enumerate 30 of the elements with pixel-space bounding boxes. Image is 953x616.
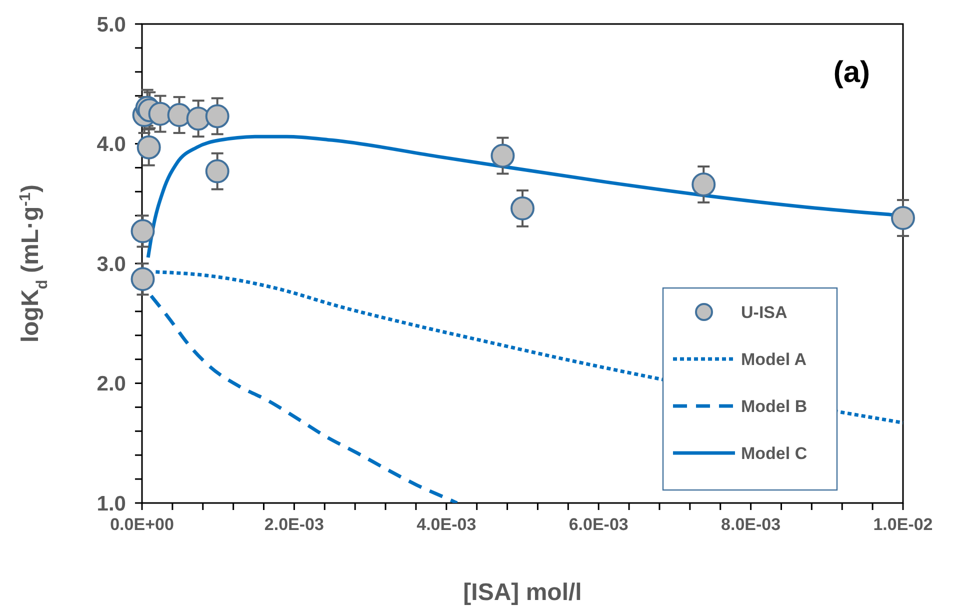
x-axis-title: [ISA] mol/l xyxy=(463,579,582,606)
point xyxy=(148,102,172,126)
point xyxy=(167,103,192,128)
legend-label: Model A xyxy=(741,350,806,369)
x-tick-label: 0.0E+00 xyxy=(110,515,174,534)
x-tick-label: 4.0E-03 xyxy=(416,515,476,534)
point xyxy=(205,104,230,128)
point xyxy=(490,144,515,168)
legend-label: U-ISA xyxy=(741,302,788,322)
point xyxy=(136,135,161,160)
legend-label: Model C xyxy=(741,444,808,463)
point xyxy=(130,219,155,244)
x-tick-label: 8.0E-03 xyxy=(721,515,781,534)
legend-label: Model B xyxy=(741,396,808,416)
y-tick-label: 2.0 xyxy=(96,372,126,396)
y-tick-label: 5.0 xyxy=(96,13,126,36)
point xyxy=(510,196,534,220)
point xyxy=(692,172,716,196)
y-tick-label: 4.0 xyxy=(96,133,126,156)
y-tick-label: 3.0 xyxy=(96,252,126,276)
point xyxy=(205,159,230,184)
y-tick-label: 1.0 xyxy=(96,492,126,516)
line-series xyxy=(149,294,459,503)
annotation: (a) xyxy=(833,56,870,89)
x-tick-label: 2.0E-03 xyxy=(264,515,324,534)
point xyxy=(891,206,915,230)
x-tick-label: 6.0E-03 xyxy=(568,515,628,534)
point xyxy=(186,106,210,131)
point xyxy=(130,267,155,292)
x-tick-label: 1.0E-02 xyxy=(873,515,933,534)
